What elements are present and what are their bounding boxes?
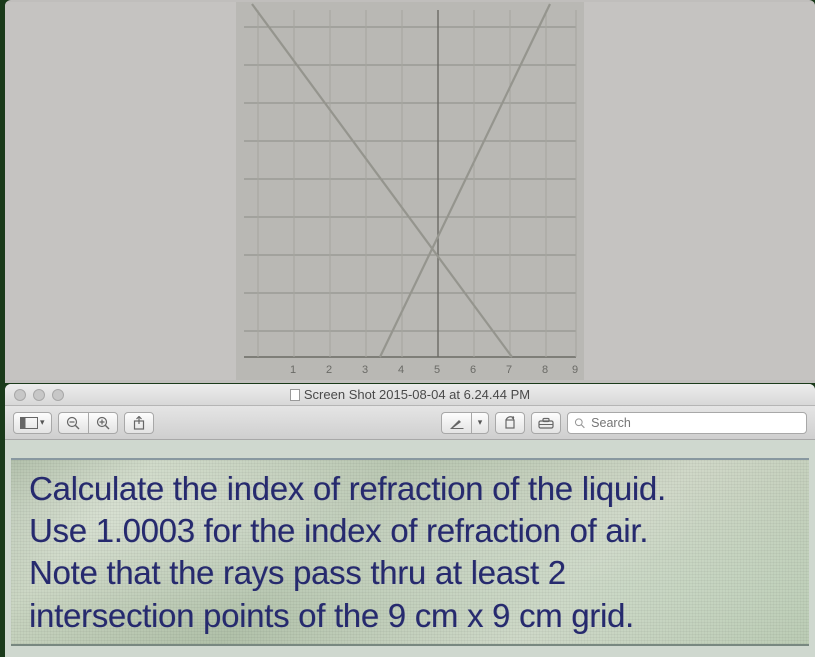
- zoom-button[interactable]: [52, 389, 64, 401]
- document-icon: [290, 389, 300, 401]
- search-input[interactable]: [589, 415, 800, 431]
- zoom-in-icon: [96, 416, 110, 430]
- sidebar-icon: [20, 417, 38, 429]
- problem-line-3: Note that the rays pass thru at least 2: [29, 552, 791, 594]
- window-title-wrap: Screen Shot 2015-08-04 at 6.24.44 PM: [5, 387, 815, 402]
- x-label-1: 1: [290, 364, 296, 376]
- bottom-preview-window: Screen Shot 2015-08-04 at 6.24.44 PM ▾ ▾: [5, 384, 815, 657]
- chevron-down-icon: ▾: [478, 417, 483, 428]
- x-label-7: 7: [506, 364, 512, 376]
- rotate-button[interactable]: [495, 412, 525, 434]
- rotate-icon: [503, 416, 517, 430]
- toolbar: ▾ ▾: [5, 406, 815, 440]
- markup-dropdown-button[interactable]: ▾: [471, 412, 489, 434]
- markup-group: ▾: [441, 412, 489, 434]
- traffic-lights: [5, 389, 64, 401]
- window-title: Screen Shot 2015-08-04 at 6.24.44 PM: [304, 387, 530, 402]
- x-label-5: 5: [434, 364, 440, 376]
- problem-line-4: intersection points of the 9 cm x 9 cm g…: [29, 595, 791, 637]
- toolbox-button[interactable]: [531, 412, 561, 434]
- graph-paper-image: 1 2 3 4 5 6 7 8 9: [236, 2, 584, 380]
- close-button[interactable]: [14, 389, 26, 401]
- graph-svg: [236, 2, 584, 380]
- x-label-9: 9: [572, 364, 578, 376]
- x-label-8: 8: [542, 364, 548, 376]
- toolbox-icon: [538, 417, 554, 429]
- search-box[interactable]: [567, 412, 807, 434]
- x-label-6: 6: [470, 364, 476, 376]
- top-content-area: 1 2 3 4 5 6 7 8 9: [5, 2, 815, 380]
- content-area[interactable]: Calculate the index of refraction of the…: [5, 440, 815, 657]
- problem-text: Calculate the index of refraction of the…: [11, 460, 809, 645]
- share-icon: [133, 416, 145, 430]
- markup-button[interactable]: [441, 412, 471, 434]
- sidebar-toggle-button[interactable]: ▾: [13, 412, 52, 434]
- minimize-button[interactable]: [33, 389, 45, 401]
- chevron-down-icon: ▾: [40, 417, 45, 428]
- zoom-out-icon: [66, 416, 80, 430]
- search-icon: [574, 417, 585, 429]
- markup-icon: [450, 417, 464, 429]
- x-label-4: 4: [398, 364, 404, 376]
- share-button[interactable]: [124, 412, 154, 434]
- x-label-3: 3: [362, 364, 368, 376]
- problem-line-1: Calculate the index of refraction of the…: [29, 468, 791, 510]
- x-label-2: 2: [326, 364, 332, 376]
- zoom-in-button[interactable]: [88, 412, 118, 434]
- top-preview-window: 1 2 3 4 5 6 7 8 9: [5, 0, 815, 383]
- zoom-group: [58, 412, 118, 434]
- problem-image: Calculate the index of refraction of the…: [11, 458, 809, 646]
- titlebar[interactable]: Screen Shot 2015-08-04 at 6.24.44 PM: [5, 384, 815, 406]
- zoom-out-button[interactable]: [58, 412, 88, 434]
- problem-line-2: Use 1.0003 for the index of refraction o…: [29, 510, 791, 552]
